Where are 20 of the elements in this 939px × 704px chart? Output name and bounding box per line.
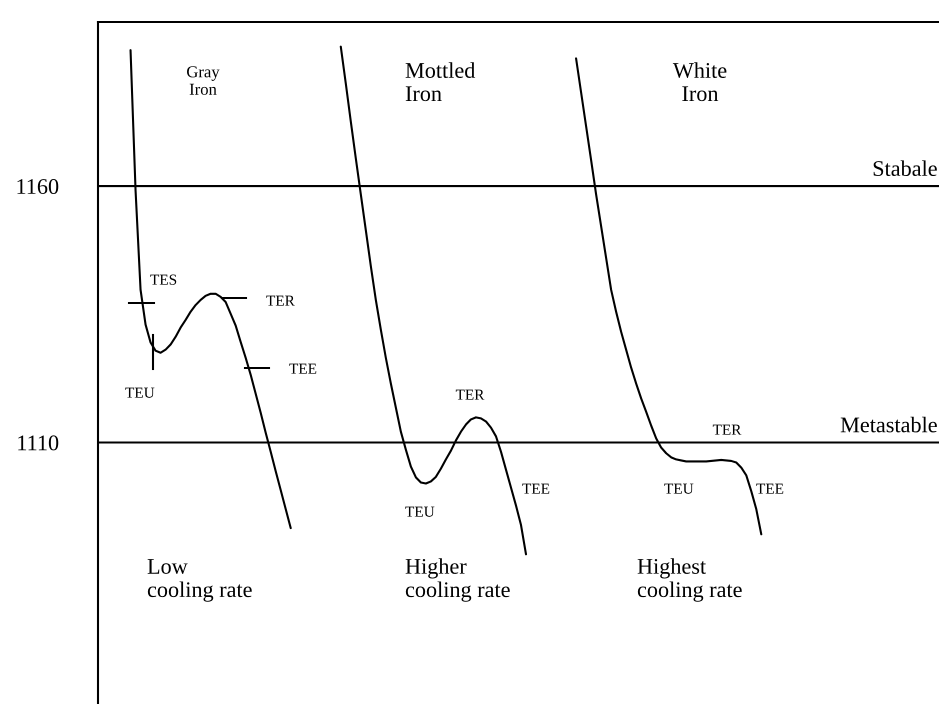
annotation: White Iron [672,62,726,102]
annotation: TEE [522,484,550,494]
annotation: TER [456,390,484,400]
annotation: TEU [664,484,694,494]
annotation: TES [150,274,176,285]
annotation: TEU [405,506,434,517]
annotation: Mottled Iron [406,62,476,102]
ref-line-label: Metastable [840,416,937,432]
y-tick-label: 1160 [17,179,58,194]
annotation: TER [266,296,295,306]
annotation: Higher cooling rate [406,558,510,602]
annotation: Low cooling rate [148,559,252,602]
annotation: Highest cooling rate [638,558,742,602]
ref-line-label: Stabale [874,160,937,176]
annotation: Gray Iron [187,66,220,95]
annotation: TEU [125,388,154,398]
annotation: TEE [289,364,316,374]
annotation: TER [712,424,742,435]
annotation: TEE [756,484,784,494]
y-tick-label: 1110 [18,435,58,450]
